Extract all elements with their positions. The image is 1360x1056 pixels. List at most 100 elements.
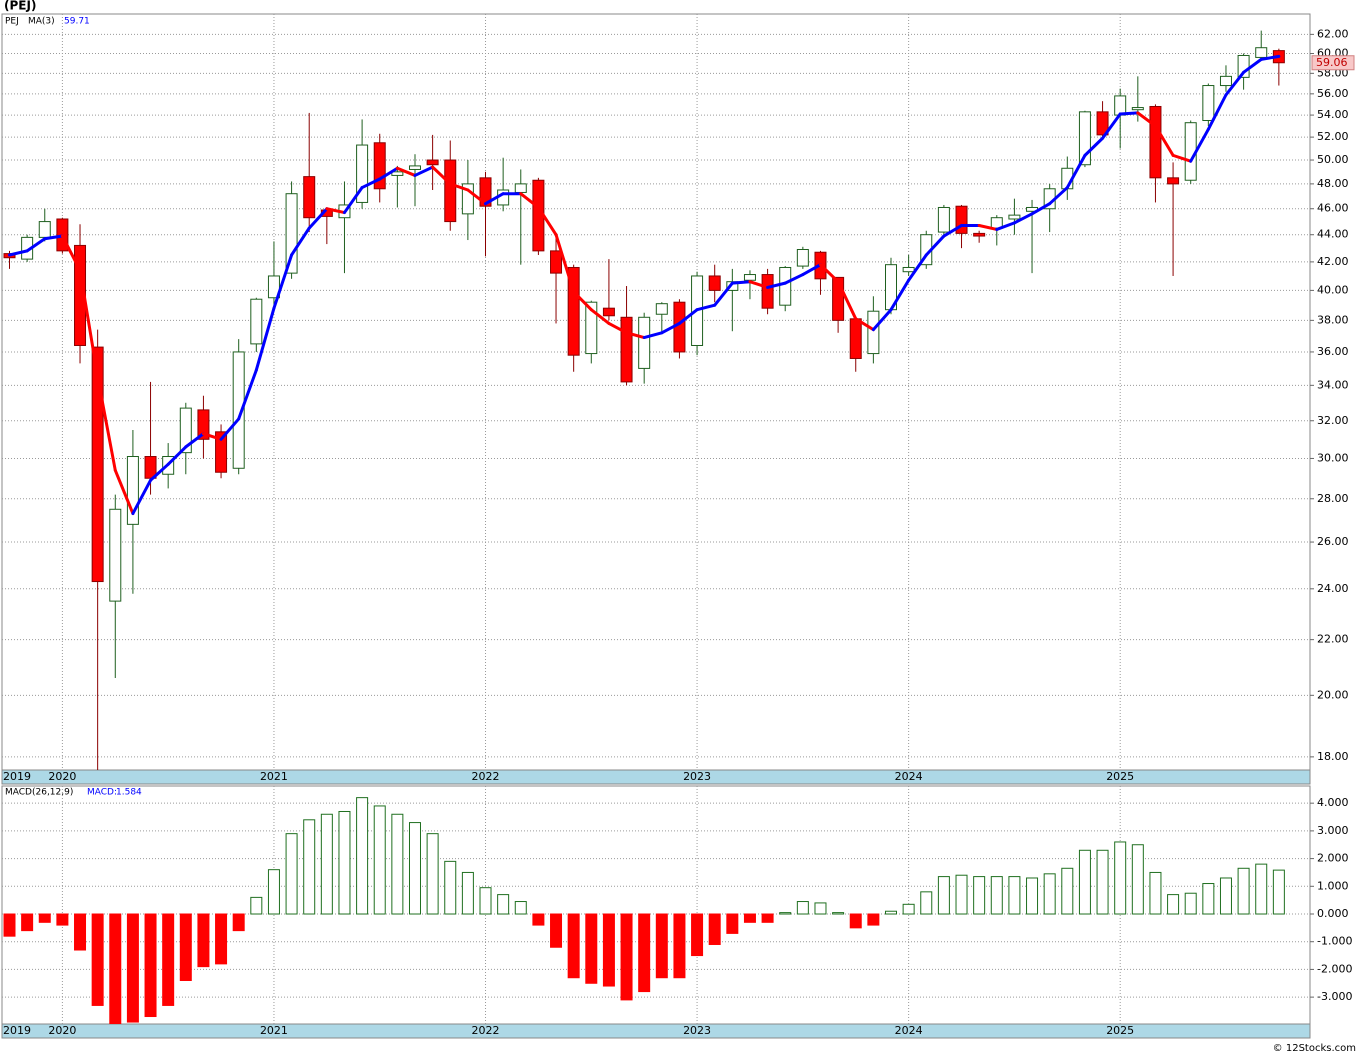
y-tick-label: -1.000 — [1317, 935, 1352, 948]
moving-average-segment — [572, 290, 593, 312]
chart-title: (PEJ) — [4, 0, 36, 13]
x-tick-label: 2021 — [260, 770, 288, 783]
candle-body — [1255, 47, 1268, 58]
moving-average-segment — [589, 308, 611, 325]
y-tick-label: 50.00 — [1317, 153, 1349, 166]
candle-body — [1131, 107, 1144, 111]
moving-average-segment — [642, 331, 664, 340]
macd-bar — [885, 910, 897, 915]
candle-body — [708, 275, 721, 291]
macd-bar — [1078, 849, 1091, 915]
y-tick-label: 2.000 — [1317, 852, 1349, 865]
moving-average-segment — [766, 281, 787, 289]
macd-bar — [1167, 894, 1180, 915]
macd-bar — [74, 913, 87, 951]
moving-average-segment — [395, 166, 417, 177]
macd-bar — [373, 805, 386, 915]
candle-body — [232, 351, 245, 469]
moving-average-segment — [25, 237, 47, 253]
macd-bar — [1043, 873, 1056, 915]
candle-body — [1008, 214, 1021, 220]
macd-bar — [779, 912, 792, 915]
moving-average-segment — [889, 278, 911, 312]
candle-body — [1237, 54, 1250, 78]
macd-indicator: MACD(26,12,9) — [5, 788, 73, 798]
macd-bar — [849, 913, 862, 929]
macd-bar — [285, 833, 298, 915]
macd-bar — [1272, 869, 1285, 915]
macd-bar — [832, 912, 845, 915]
y-tick-label: -3.000 — [1317, 990, 1352, 1003]
macd-bar — [56, 913, 69, 926]
candle-body — [38, 221, 51, 238]
candle-body — [761, 274, 774, 309]
macd-bar — [1061, 867, 1074, 915]
x-tick-label: 2024 — [895, 1024, 923, 1037]
moving-average-segment — [854, 317, 875, 332]
moving-average-segment — [607, 321, 629, 335]
y-tick-label: 26.00 — [1317, 535, 1349, 548]
macd-bar — [708, 913, 721, 945]
moving-average-segment — [184, 432, 205, 449]
moving-average-segment — [1153, 124, 1175, 157]
moving-average-segment — [695, 303, 717, 312]
candle-body — [743, 274, 756, 281]
macd-bar — [990, 876, 1003, 915]
x-tick-label: 2022 — [472, 770, 500, 783]
macd-bar — [144, 913, 157, 1018]
x-tick-label: 2022 — [472, 1024, 500, 1037]
price-panel — [1, 13, 1311, 785]
macd-bar — [356, 797, 369, 915]
candle-body — [620, 316, 633, 383]
candle-body — [126, 456, 139, 525]
macd-bar — [567, 913, 580, 979]
moving-average-segment — [1048, 186, 1069, 206]
y-tick-label: 1.000 — [1317, 879, 1349, 892]
macd-bar — [391, 813, 404, 915]
moving-average-segment — [713, 281, 734, 307]
moving-average-segment — [254, 306, 276, 372]
y-tick-label: 42.00 — [1317, 255, 1349, 268]
candle-body — [250, 298, 263, 345]
candle-body — [373, 142, 386, 190]
candle-body — [197, 409, 210, 440]
y-tick-label: 28.00 — [1317, 492, 1349, 505]
macd-bar — [444, 860, 457, 915]
candles — [3, 30, 1285, 770]
moving-average-segment — [60, 234, 82, 272]
moving-average-segment — [237, 368, 258, 421]
moving-average-segment — [166, 445, 188, 466]
y-tick-label: 30.00 — [1317, 451, 1349, 464]
moving-average-segment — [113, 468, 135, 516]
y-tick-label: 4.000 — [1317, 796, 1349, 809]
candle-body — [955, 205, 968, 234]
y-tick-label: 24.00 — [1317, 582, 1349, 595]
macd-bar — [126, 913, 139, 1023]
moving-average-segment — [977, 223, 999, 231]
x-tick-label: 2019 — [3, 1024, 31, 1037]
y-tick-label: 48.00 — [1317, 177, 1349, 190]
moving-average-segment — [342, 186, 364, 215]
macd-bar — [620, 913, 633, 1001]
candle-body — [285, 193, 298, 274]
moving-average-segment — [818, 263, 840, 284]
x-tick-label: 2023 — [683, 770, 711, 783]
moving-average-segment — [448, 182, 470, 192]
candle-body — [655, 303, 668, 315]
macd-bar — [514, 901, 527, 915]
moving-average-segment — [1012, 212, 1034, 225]
last-price-label: 59.06 — [1316, 56, 1348, 69]
candle-body — [215, 431, 228, 473]
x-tick-label: 2025 — [1106, 1024, 1134, 1037]
macd-bar — [1096, 849, 1109, 915]
moving-average-segment — [801, 263, 822, 277]
candle-body — [585, 301, 598, 355]
macd-bar — [338, 810, 351, 915]
macd-bar — [955, 874, 968, 915]
y-tick-label: 36.00 — [1317, 345, 1349, 358]
y-tick-label: 3.000 — [1317, 824, 1349, 837]
y-tick-label: 56.00 — [1317, 87, 1349, 100]
macd-bar — [497, 894, 510, 915]
last-price-tag — [1311, 55, 1355, 71]
legend-symbol: PEJ — [5, 17, 19, 27]
